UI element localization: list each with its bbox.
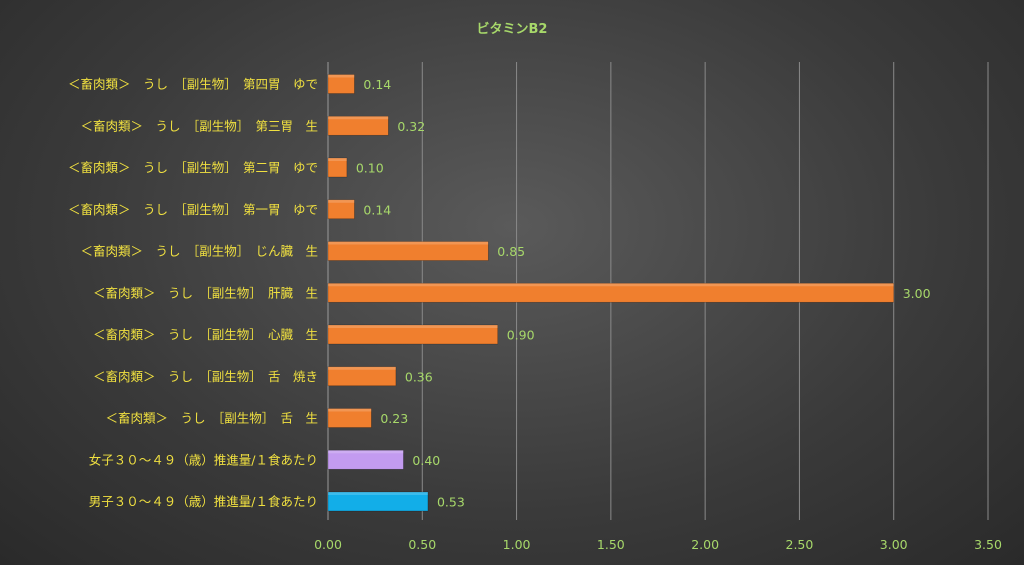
bar: [327, 282, 895, 303]
bar-highlight: [328, 283, 894, 287]
x-tick-label: 0.50: [408, 537, 436, 552]
data-label: 0.23: [380, 411, 408, 426]
data-label: 0.36: [405, 369, 433, 384]
bar-highlight: [328, 158, 347, 161]
data-label: 0.14: [363, 77, 391, 92]
x-tick-label: 3.00: [880, 537, 908, 552]
category-label: ＜畜肉類＞ うし ［副生物］ じん臓 生: [80, 244, 318, 259]
bar: [327, 74, 355, 94]
bar-highlight: [328, 116, 389, 120]
bar-highlight: [328, 366, 396, 370]
data-label: 3.00: [903, 286, 931, 301]
x-tick-label: 0.00: [314, 537, 342, 552]
bar: [327, 115, 389, 136]
bar-highlight: [328, 408, 372, 412]
bar: [327, 241, 489, 261]
category-label: ＜畜肉類＞ うし ［副生物］ 心臓 生: [93, 327, 318, 342]
category-label: 女子３０～４９（歳）推進量/１食あたり: [89, 452, 318, 467]
data-label: 0.10: [356, 161, 384, 176]
bar: [327, 491, 429, 512]
bar-highlight: [328, 199, 355, 203]
data-label: 0.14: [363, 202, 391, 217]
data-label: 0.53: [437, 495, 465, 510]
bar-highlight: [328, 74, 355, 78]
bar: [327, 157, 348, 178]
bar-highlight: [328, 241, 489, 245]
x-axis-tick-labels: 0.00 0.50 1.00 1.50 2.00 2.50 3.00 3.50: [314, 537, 1002, 552]
x-tick-label: 2.00: [691, 537, 719, 552]
category-label: ＜畜肉類＞ うし ［副生物］ 第四胃 ゆで: [68, 77, 318, 92]
data-label: 0.85: [497, 244, 525, 259]
category-label: ＜畜肉類＞ うし ［副生物］ 第二胃 ゆで: [68, 160, 318, 175]
data-label: 0.90: [507, 328, 535, 343]
category-label: 男子３０～４９（歳）推進量/１食あたり: [89, 494, 318, 509]
data-label: 0.32: [397, 119, 425, 134]
bar-highlight: [328, 492, 428, 495]
category-label: ＜畜肉類＞ うし ［副生物］ 舌 焼き: [93, 369, 318, 384]
bar-highlight: [328, 450, 404, 454]
bar: [327, 408, 372, 428]
category-label: ＜畜肉類＞ うし ［副生物］ 肝臓 生: [93, 285, 318, 300]
bar: [327, 449, 404, 470]
category-label: ＜畜肉類＞ うし ［副生物］ 舌 生: [105, 411, 318, 426]
chart-title: ビタミンB2: [477, 21, 548, 37]
bar: [327, 324, 499, 345]
data-labels: 0.14 0.32 0.10 0.14 0.85 3.00 0.90 0.36 0.23 0.40…: [356, 77, 931, 510]
category-label: ＜畜肉類＞ うし ［副生物］ 第三胃 生: [80, 118, 318, 133]
category-label: ＜畜肉類＞ うし ［副生物］ 第一胃 ゆで: [68, 202, 318, 217]
bars: [327, 74, 895, 512]
category-labels: ＜畜肉類＞ うし ［副生物］ 第四胃 ゆで ＜畜肉類＞ うし ［副生物］ 第三胃 …: [68, 77, 318, 510]
x-tick-label: 2.50: [786, 537, 814, 552]
x-tick-label: 1.50: [597, 537, 625, 552]
x-tick-label: 1.00: [503, 537, 531, 552]
x-tick-label: 3.50: [974, 537, 1002, 552]
bar: [327, 199, 355, 220]
bar-highlight: [328, 325, 498, 328]
data-label: 0.40: [412, 453, 440, 468]
bar: [327, 366, 397, 387]
